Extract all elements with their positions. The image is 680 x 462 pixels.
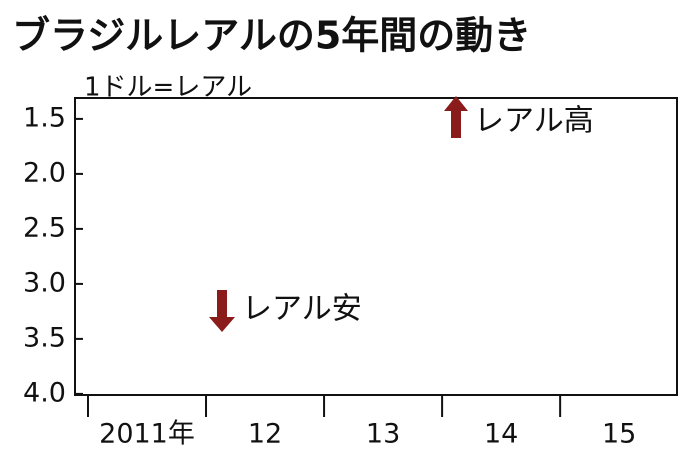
x-tick-label: 2011年: [99, 419, 195, 450]
y-tick-label: 2.0: [23, 157, 66, 188]
down-arrow: [209, 290, 235, 332]
chart-title: ブラジルレアルの5年間の動き: [12, 14, 531, 58]
annotation: レアル高: [474, 104, 594, 139]
x-tick-label: 12: [248, 419, 282, 450]
plot-frame: [74, 97, 678, 396]
y-tick-label: 4.0: [23, 377, 66, 408]
x-tick-label: 15: [602, 419, 636, 450]
annotation: レアル安: [242, 292, 362, 327]
x-tick-label: 13: [366, 419, 400, 450]
y-tick-label: 3.5: [23, 322, 66, 353]
x-tick-label: 14: [484, 419, 518, 450]
y-tick-label: 1.5: [23, 102, 66, 133]
y-tick-label: 3.0: [23, 267, 66, 298]
up-arrow: [444, 96, 468, 138]
y-tick-label: 2.5: [23, 212, 66, 243]
